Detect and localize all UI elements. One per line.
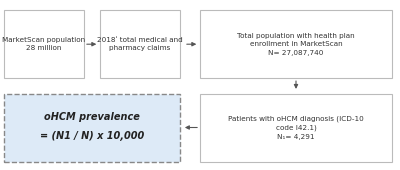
FancyBboxPatch shape xyxy=(4,94,180,162)
Text: Patients with oHCM diagnosis (ICD-10
code I42.1)
N₁= 4,291: Patients with oHCM diagnosis (ICD-10 cod… xyxy=(228,115,364,140)
Text: = (N1 / N) x 10,000: = (N1 / N) x 10,000 xyxy=(40,131,144,141)
Text: 2018ʹ total medical and
pharmacy claims: 2018ʹ total medical and pharmacy claims xyxy=(97,37,183,52)
FancyBboxPatch shape xyxy=(4,10,84,78)
Text: MarketScan population
28 million: MarketScan population 28 million xyxy=(2,37,86,52)
FancyBboxPatch shape xyxy=(200,94,392,162)
Text: oHCM prevalence: oHCM prevalence xyxy=(44,112,140,122)
Text: Total population with health plan
enrollment in MarketScan
N= 27,087,740: Total population with health plan enroll… xyxy=(237,33,355,56)
FancyBboxPatch shape xyxy=(100,10,180,78)
FancyBboxPatch shape xyxy=(200,10,392,78)
